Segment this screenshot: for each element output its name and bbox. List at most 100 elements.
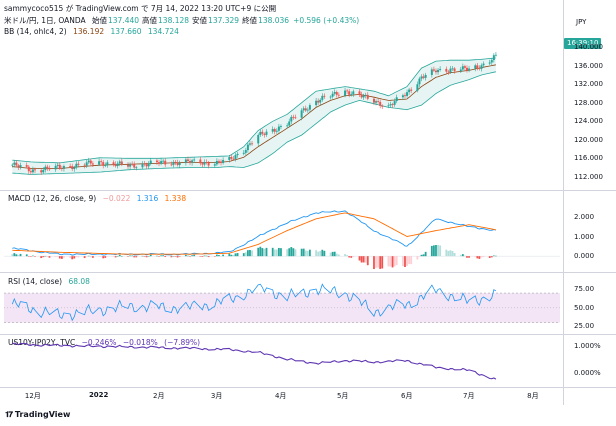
macd-histogram-bar: [335, 253, 338, 257]
candle-body: [478, 68, 481, 69]
macd-histogram-bar: [201, 256, 204, 257]
candle-body: [344, 90, 347, 96]
macd-histogram-bar: [280, 248, 282, 257]
macd-histogram-bar: [304, 250, 307, 257]
pane-divider[interactable]: [0, 334, 616, 335]
macd-histogram-bar: [58, 256, 61, 259]
pane-divider[interactable]: [0, 272, 616, 273]
macd-histogram-bar: [379, 256, 382, 269]
candle-body: [358, 91, 361, 95]
macd-histogram-bar: [381, 256, 384, 269]
time-axis-label: 2022: [88, 391, 109, 399]
last-price-tag: 16:39:10: [564, 38, 602, 49]
rsi-value: 68.08: [68, 277, 90, 286]
macd-histogram-bar: [404, 256, 406, 267]
macd-histogram-bar: [358, 256, 361, 261]
candle-body: [135, 167, 138, 169]
macd-histogram-bar: [430, 245, 433, 257]
macd-histogram-bar: [344, 254, 346, 257]
time-axis-label: 7月: [463, 392, 475, 400]
candle-body: [372, 98, 375, 103]
price-axis-label: 136.000: [574, 61, 603, 70]
macd-histogram-bar: [234, 253, 237, 257]
candle-body: [393, 101, 396, 105]
macd-histogram-bar: [410, 256, 413, 265]
candle-body: [112, 162, 115, 165]
candle-body: [193, 159, 196, 161]
candle-body: [294, 117, 297, 119]
macd-histogram-bar: [32, 255, 34, 257]
spread-title[interactable]: US10Y-JP02Y, TVC: [8, 338, 76, 347]
candle-body: [346, 90, 349, 92]
bb-lower-value: 134.724: [147, 27, 179, 36]
macd-histogram-bar: [199, 256, 202, 257]
macd-histogram-bar: [437, 244, 439, 257]
macd-histogram-bar: [129, 255, 131, 257]
macd-histogram-bar: [288, 248, 291, 257]
macd-histogram-bar: [418, 256, 421, 257]
macd-histogram-bar: [230, 254, 233, 257]
macd-histogram-bar: [420, 254, 423, 257]
candle-body: [434, 70, 437, 73]
macd-histogram-bar: [249, 250, 251, 257]
macd-histogram-bar: [480, 256, 483, 258]
ohlc-label: 始値: [92, 16, 108, 25]
candle-body: [62, 166, 65, 169]
macd-histogram-bar: [337, 254, 340, 257]
candle-body: [406, 92, 409, 96]
tradingview-logo[interactable]: 𝟏𝟕 TradingView: [5, 410, 70, 420]
macd-histogram-bar: [207, 256, 210, 258]
candle-body: [482, 63, 485, 66]
publish-header: sammycoco515 が TradingView.com で 7月 14, …: [4, 3, 276, 14]
candle-body: [362, 95, 365, 98]
candle-body: [230, 156, 233, 159]
macd-histogram-bar: [54, 256, 57, 257]
macd-histogram-bar: [220, 255, 222, 257]
price-axis-label: 25.00: [574, 322, 595, 331]
rsi-title[interactable]: RSI (14, close): [8, 277, 63, 286]
candle-body: [77, 163, 80, 165]
candle-body: [453, 68, 456, 71]
candle-body: [15, 162, 18, 166]
candle-body: [465, 67, 468, 71]
macd-histogram-bar: [75, 256, 78, 257]
candle-body: [366, 94, 369, 99]
bb-title[interactable]: BB (14, ohlc4, 2): [4, 27, 67, 36]
price-axis-label: 112.000: [574, 172, 603, 181]
price-axis-label: 1.000: [574, 232, 595, 241]
publisher-name[interactable]: sammycoco515: [4, 4, 64, 13]
symbol-title[interactable]: 米ドル/円, 1日, OANDA: [4, 16, 86, 25]
macd-histogram-bar: [11, 254, 14, 257]
macd-histogram-bar: [447, 250, 450, 257]
macd-histogram-bar: [60, 256, 63, 259]
candle-body: [186, 159, 189, 162]
macd-histogram-bar: [422, 254, 425, 257]
macd-histogram-bar: [25, 254, 28, 257]
macd-title[interactable]: MACD (12, 26, close, 9): [8, 194, 97, 203]
macd-histogram-bar: [474, 256, 477, 257]
price-axis-label: 120.000: [574, 135, 603, 144]
candle-body: [248, 143, 251, 145]
price-axis-label: 50.00: [574, 303, 595, 312]
macd-histogram-bar: [29, 256, 32, 257]
macd-histogram-bar: [373, 256, 375, 270]
price-axis-label: 75.00: [574, 285, 595, 294]
candle-body: [271, 129, 274, 132]
bb-upper-value: 137.660: [110, 27, 142, 36]
candle-body: [13, 162, 16, 165]
candle-body: [463, 66, 466, 68]
price-axis-label: 140.000: [574, 43, 603, 52]
macd-histogram-bar: [135, 256, 138, 258]
price-axis-label: 0.000: [574, 252, 595, 261]
candle-body: [127, 164, 130, 167]
pane-divider[interactable]: [0, 190, 616, 191]
chart-canvas[interactable]: [0, 0, 616, 405]
candle-body: [259, 131, 262, 135]
macd-histogram-bar: [482, 256, 485, 258]
price-axis-label: 124.000: [574, 117, 603, 126]
macd-histogram-bar: [17, 255, 20, 257]
macd-histogram-bar: [317, 251, 320, 257]
bb-lower-line: [12, 71, 496, 175]
macd-histogram-bar: [56, 256, 59, 257]
macd-histogram-bar: [187, 255, 189, 257]
